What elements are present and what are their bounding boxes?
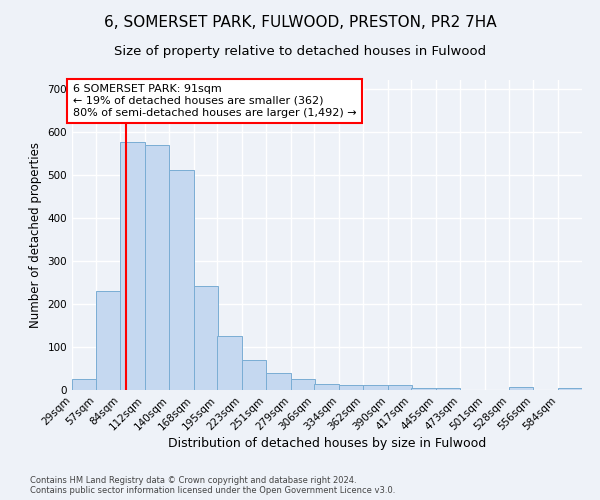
Bar (97, 291, 121, 390)
Bar (217, 336, 242, 390)
Bar (242, 360, 266, 390)
Text: 6, SOMERSET PARK, FULWOOD, PRESTON, PR2 7HA: 6, SOMERSET PARK, FULWOOD, PRESTON, PR2 … (104, 15, 496, 30)
Bar (364, 386, 388, 390)
Y-axis label: Number of detached properties: Number of detached properties (29, 142, 42, 328)
Bar (169, 170, 194, 390)
Bar (314, 384, 339, 390)
Bar (120, 142, 145, 390)
X-axis label: Distribution of detached houses by size in Fulwood: Distribution of detached houses by size … (168, 438, 486, 450)
Bar (436, 388, 460, 390)
Bar (339, 385, 364, 390)
Bar (412, 388, 436, 390)
Text: 6 SOMERSET PARK: 91sqm
← 19% of detached houses are smaller (362)
80% of semi-de: 6 SOMERSET PARK: 91sqm ← 19% of detached… (73, 84, 356, 117)
Bar (388, 386, 412, 390)
Bar (557, 388, 582, 390)
Bar (509, 388, 533, 390)
Bar (145, 144, 169, 390)
Bar (72, 379, 97, 390)
Bar (266, 373, 290, 390)
Text: Size of property relative to detached houses in Fulwood: Size of property relative to detached ho… (114, 45, 486, 58)
Bar (194, 286, 218, 390)
Bar (290, 379, 315, 390)
Text: Contains HM Land Registry data © Crown copyright and database right 2024.
Contai: Contains HM Land Registry data © Crown c… (30, 476, 395, 495)
